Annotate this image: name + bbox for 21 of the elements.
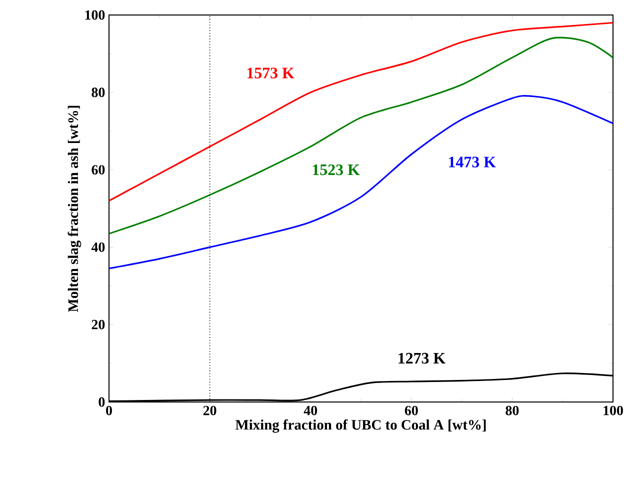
series-label: 1473 K bbox=[449, 156, 496, 168]
line-series bbox=[109, 22, 614, 202]
x-tick-label: 40 bbox=[304, 406, 318, 416]
y-tick-label: 0 bbox=[98, 397, 105, 407]
y-tick-label: 40 bbox=[91, 242, 105, 252]
x-axis-title: Mixing fraction of UBC to Coal A [wt%] bbox=[235, 419, 486, 433]
y-tick-label: 60 bbox=[92, 165, 105, 175]
y-tick-label: 80 bbox=[92, 88, 105, 98]
y-tick-label: 20 bbox=[92, 320, 105, 330]
y-axis-title: Molten slag fraction in ash [wt%] bbox=[68, 106, 82, 312]
line-series bbox=[109, 36, 614, 234]
line-series bbox=[109, 94, 614, 270]
series-label: 1273 K bbox=[398, 352, 446, 364]
series-label: 1523 K bbox=[312, 164, 360, 176]
series-label: 1573 K bbox=[247, 68, 294, 78]
x-tick-label: 80 bbox=[506, 406, 519, 416]
x-tick-label: 0 bbox=[106, 406, 112, 416]
x-tick-label: 20 bbox=[203, 406, 216, 416]
x-tick-label: 100 bbox=[604, 406, 623, 416]
x-tick-label: 60 bbox=[404, 406, 418, 416]
y-tick-label: 100 bbox=[85, 10, 105, 20]
